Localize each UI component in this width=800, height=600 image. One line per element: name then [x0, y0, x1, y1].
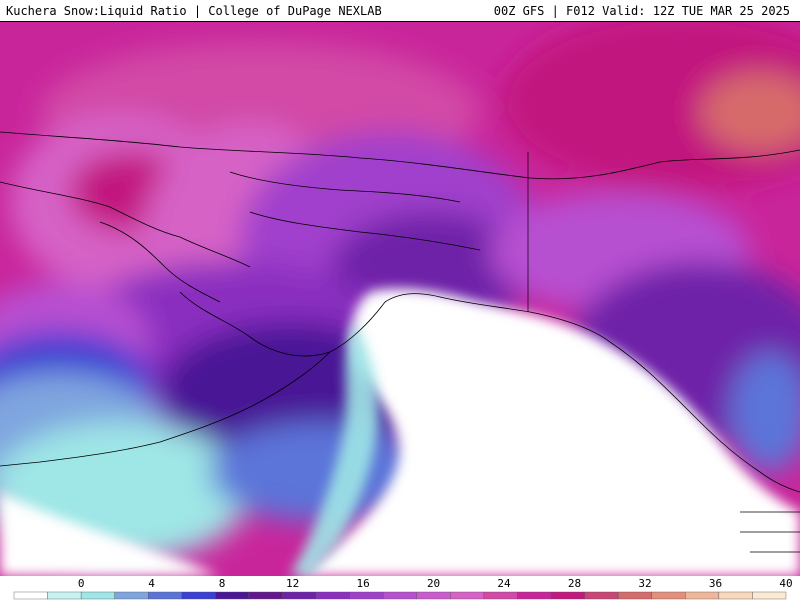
legend-scale: 0 4 8 12 16 20 24 28 32 36 40	[13, 577, 793, 600]
map-canvas	[0, 22, 800, 576]
map-title: Kuchera Snow:Liquid Ratio | College of D…	[6, 4, 382, 18]
legend-swatch	[617, 591, 652, 600]
title-bar: Kuchera Snow:Liquid Ratio | College of D…	[0, 0, 800, 22]
color-legend: 0 4 8 12 16 20 24 28 32 36 40	[0, 576, 800, 600]
legend-swatch	[383, 591, 417, 600]
legend-swatch	[181, 591, 216, 600]
legend-swatch	[416, 591, 451, 600]
legend-tick-label: 28	[568, 577, 581, 590]
coastal-low-ratio	[290, 322, 379, 576]
legend-tick-label: 4	[148, 577, 155, 590]
legend-tick-label: 32	[638, 577, 651, 590]
legend-swatch	[349, 591, 384, 600]
legend-tick-label: 20	[427, 577, 440, 590]
legend-swatch	[215, 591, 250, 600]
snow-ratio-map	[0, 22, 800, 576]
legend-tick-label: 16	[356, 577, 369, 590]
model-valid-time: 00Z GFS | F012 Valid: 12Z TUE MAR 25 202…	[493, 4, 790, 18]
legend-tick-label: 0	[78, 577, 85, 590]
legend-swatch	[450, 591, 485, 600]
legend-swatch	[718, 591, 753, 600]
legend-tick-label: 12	[286, 577, 299, 590]
legend-swatch	[114, 591, 149, 600]
legend-swatch	[282, 591, 317, 600]
legend-tick-label: 24	[497, 577, 511, 590]
legend-tick-label: 36	[709, 577, 722, 590]
ocean-no-snow-sw	[0, 492, 220, 576]
legend-swatch	[148, 591, 183, 600]
legend-swatch	[80, 591, 115, 600]
legend-swatch	[550, 591, 585, 600]
legend-swatch	[483, 591, 518, 600]
legend-swatch	[517, 591, 552, 600]
legend-swatch	[685, 591, 720, 600]
legend-tick-label: 40	[779, 577, 792, 590]
legend-swatch	[752, 591, 787, 600]
ocean-no-snow	[300, 288, 800, 576]
legend-swatch	[13, 591, 48, 600]
legend-swatch	[248, 591, 283, 600]
legend-swatch	[584, 591, 619, 600]
legend-swatch	[47, 591, 82, 600]
coastlines	[0, 131, 800, 553]
legend-tick-label: 8	[219, 577, 226, 590]
legend-swatch	[315, 591, 350, 600]
legend-swatch	[651, 591, 686, 600]
